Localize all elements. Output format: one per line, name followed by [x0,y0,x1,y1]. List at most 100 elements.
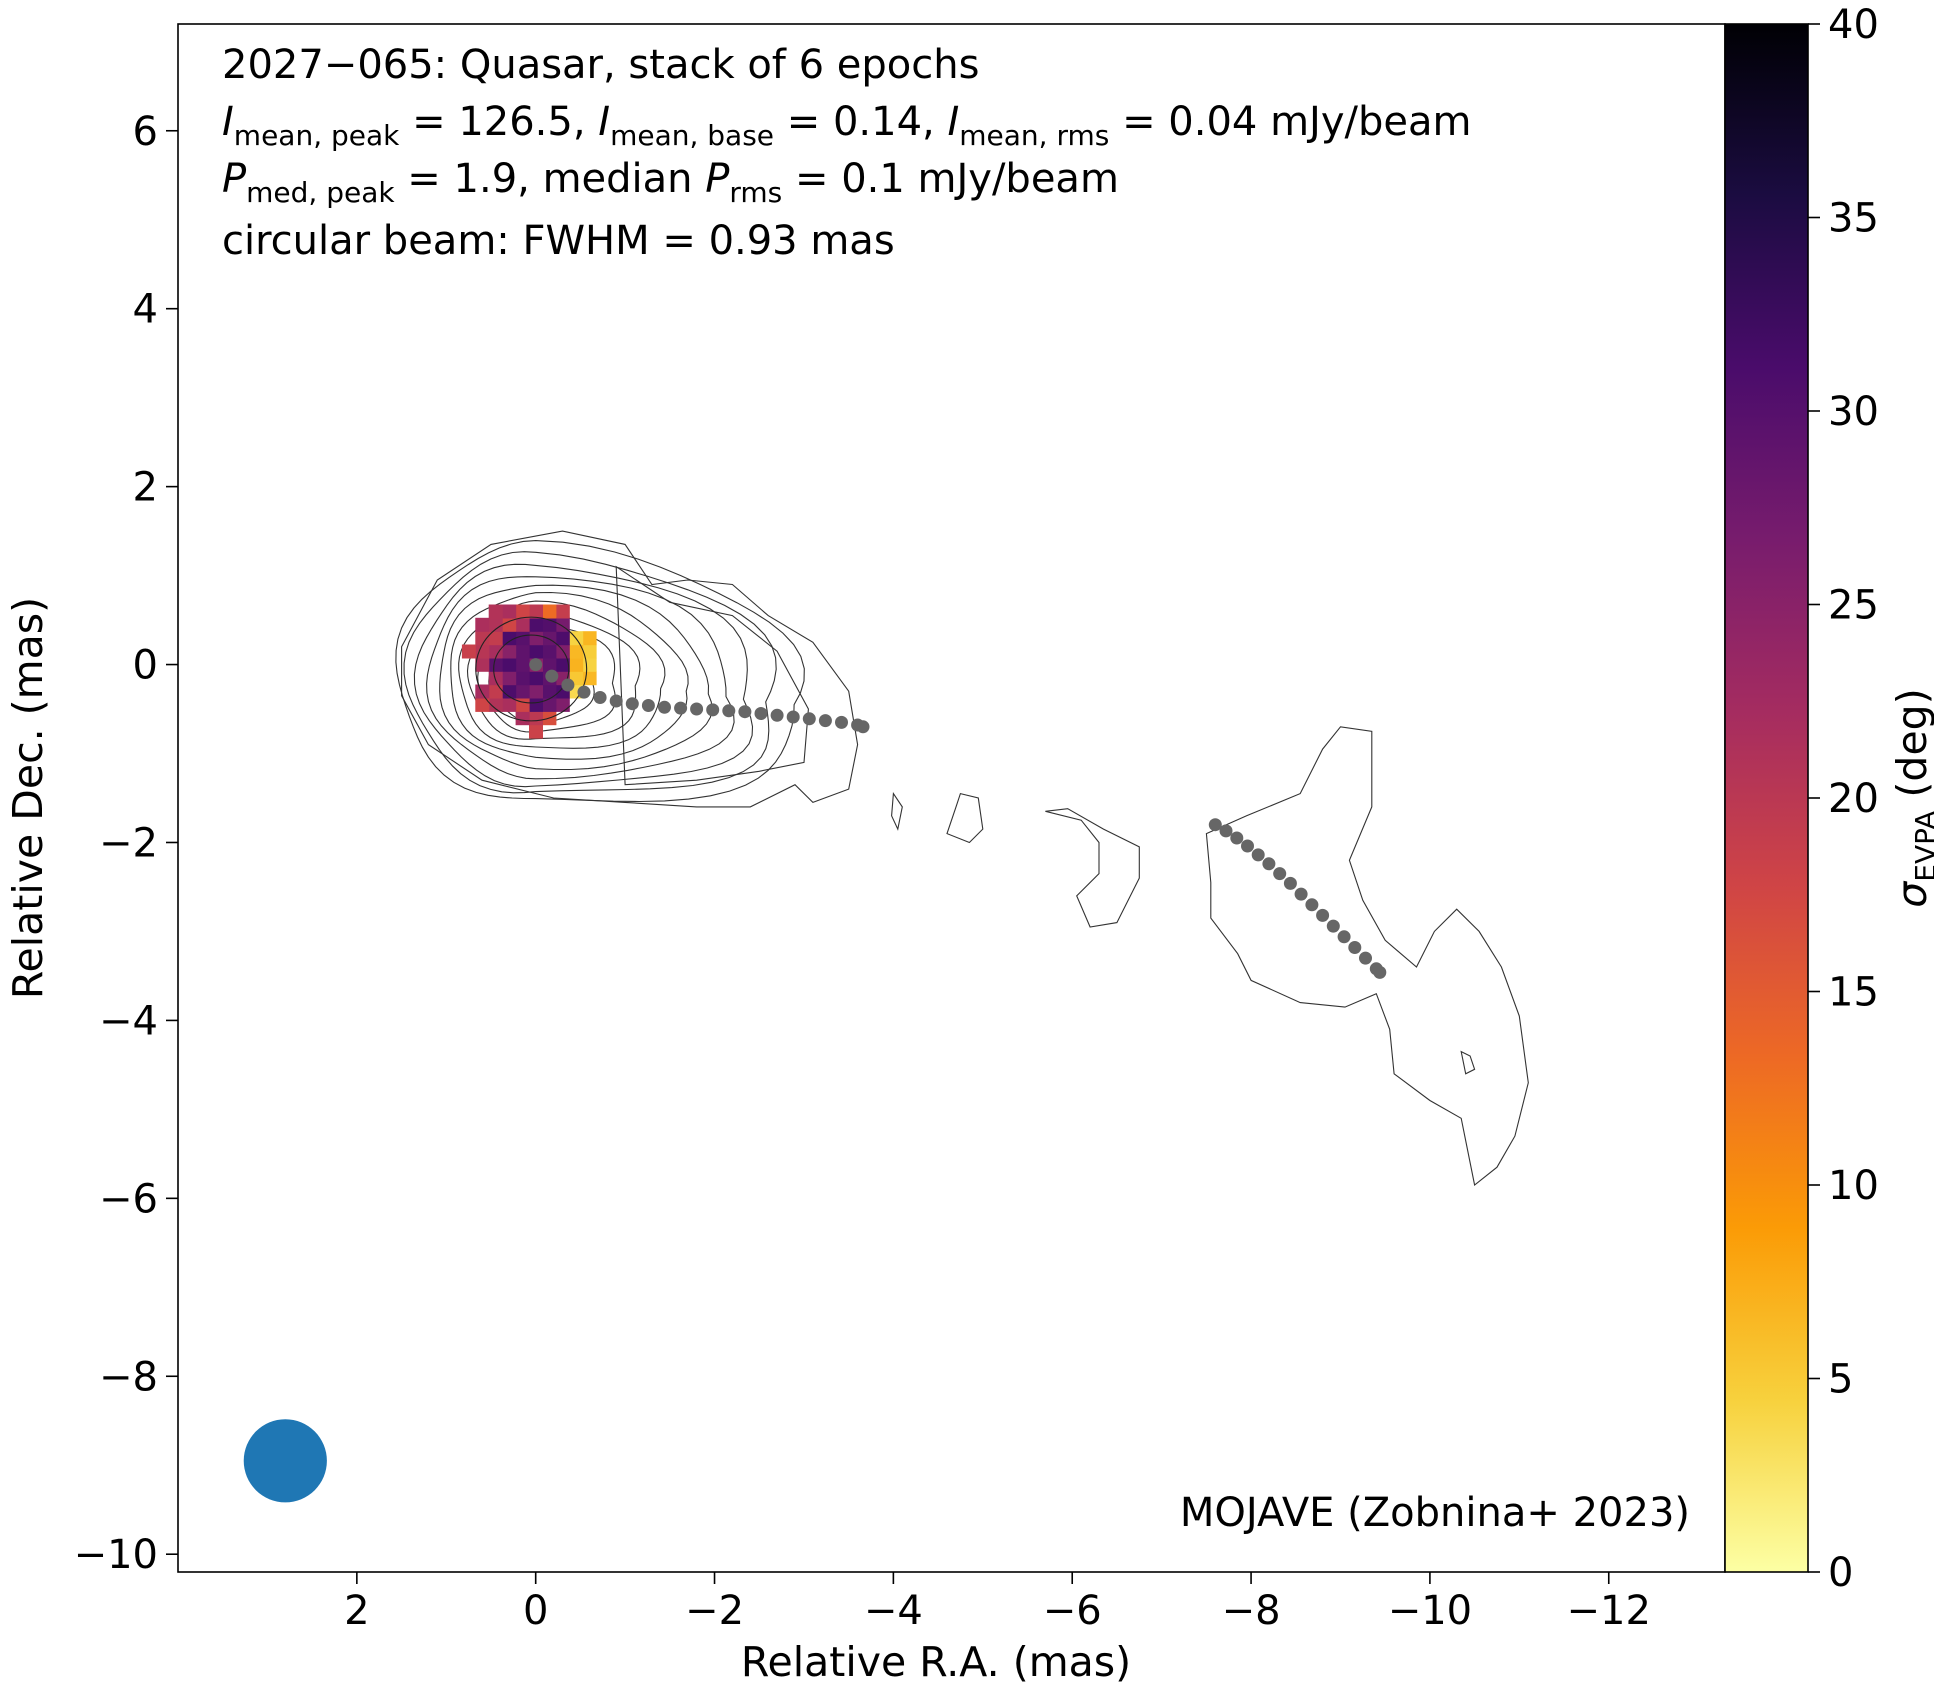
evpa-pixel [529,644,543,659]
evpa-pixel [502,684,517,699]
evpa-pixel [529,697,543,712]
intensity-contour [891,791,903,831]
p-peak-value: = 1.9, median [395,156,706,202]
x-axis: 2 0 −2 −4 −6 −8 −10 −12 [344,1572,1651,1634]
i-peak-sub: mean, peak [234,119,400,152]
evpa-pixel [515,684,530,699]
x-tick-label: −6 [1043,1588,1102,1634]
info-line-4: circular beam: FWHM = 0.93 mas [222,218,895,264]
ridgeline-point [818,714,832,728]
evpa-pixel [475,657,490,672]
x-tick-label: −2 [685,1588,744,1634]
ridgeline-point [545,669,559,683]
ridgeline-layer [529,658,1387,979]
ridgeline-point [641,699,655,712]
info-line-3: Pmed, peak = 1.9, median Prms = 0.1 mJy/… [222,156,1119,209]
ridgeline-point [835,715,848,729]
evpa-pixel [542,604,557,619]
beam-ellipse [243,1419,327,1503]
x-tick-label: −12 [1567,1588,1651,1634]
evpa-pixel [529,684,543,699]
evpa-pixel [582,644,597,659]
y-axis-title: Relative Dec. (mas) [4,597,52,999]
evpa-pixel [515,631,530,646]
y-tick-label: 0 [133,643,158,689]
evpa-pixel [502,617,517,632]
y-axis: 6 4 2 0 −2 −4 −6 −8 −10 [74,109,178,1578]
p-rms-symbol: P [705,156,730,202]
ridgeline-point [1251,848,1265,862]
evpa-pixel [515,671,530,686]
x-tick-label: 0 [523,1588,548,1634]
evpa-pixel [542,644,557,659]
ridgeline-point [1373,965,1387,979]
ridgeline-point [786,710,800,724]
ridgeline-point [1230,831,1244,845]
colorbar-tick-label: 25 [1828,583,1879,629]
evpa-pixel [582,631,597,646]
ridgeline-point [1241,839,1254,853]
ridgeline-point [738,705,752,719]
ridgeline-point [561,678,575,692]
ridgeline-point [625,697,639,711]
colorbar-tick-label: 35 [1828,196,1879,242]
colorbar-axis: 0 5 10 15 20 25 30 35 40 [1808,2,1879,1596]
colorbar-tick-label: 30 [1828,389,1879,435]
evpa-pixel [542,697,557,712]
ridgeline-point [1316,908,1330,922]
y-tick-label: −6 [99,1176,158,1222]
p-peak-symbol: P [222,156,247,202]
i-peak-symbol: I [222,99,234,145]
intensity-contour [1460,1050,1476,1075]
intensity-contour [439,584,713,771]
ridgeline-point [1294,887,1308,901]
evpa-pixel [529,617,543,632]
ridgeline-point [593,691,607,704]
evpa-pixel [475,697,490,712]
x-tick-label: −8 [1222,1588,1281,1634]
ridgeline-point [529,658,543,672]
ridgeline-point [1273,867,1287,881]
y-tick-label: 2 [133,465,158,511]
evpa-pixel [502,644,517,659]
colorbar-title-unit: (deg) [1888,688,1934,810]
evpa-pixel [529,631,543,646]
intensity-contour [395,540,805,803]
core-contours-top [475,616,588,722]
evpa-pixel [582,657,597,672]
i-rms-sub: mean, rms [959,119,1109,152]
evpa-pixel [515,604,530,619]
ridgeline-point [1337,930,1351,944]
ridgeline-point [722,704,736,718]
evpa-pixel [475,644,490,659]
i-peak-value: = 126.5, [399,99,598,145]
intensity-contour [401,530,859,808]
colorbar-gradient [1725,24,1808,1572]
y-tick-label: −8 [99,1354,158,1400]
evpa-pixel [555,644,570,659]
colorbar-tick-label: 15 [1828,970,1879,1016]
intensity-contour [426,576,735,780]
evpa-pixel [529,604,543,619]
p-rms-sub: rms [729,176,782,209]
evpa-pixel [515,711,530,726]
intensity-contour [1045,808,1140,928]
evpa-pixel [529,711,543,726]
info-line-1: 2027−065: Quasar, stack of 6 epochs [222,42,979,88]
ridgeline-point [658,700,671,714]
i-base-symbol: I [598,99,610,145]
credit-label: MOJAVE (Zobnina+ 2023) [1180,1490,1690,1536]
evpa-pixel [555,697,570,712]
i-base-value: = 0.14, [774,99,947,145]
evpa-pixel [515,697,530,712]
evpa-pixel [555,631,570,646]
y-tick-label: −4 [99,998,158,1044]
evpa-pixel [475,617,490,632]
evpa-pixel [502,697,517,712]
core-contour [493,634,570,704]
y-tick-label: 4 [133,287,158,333]
evpa-pixel [502,604,517,619]
evpa-pixel [529,671,543,686]
ridgeline-point [754,707,768,720]
